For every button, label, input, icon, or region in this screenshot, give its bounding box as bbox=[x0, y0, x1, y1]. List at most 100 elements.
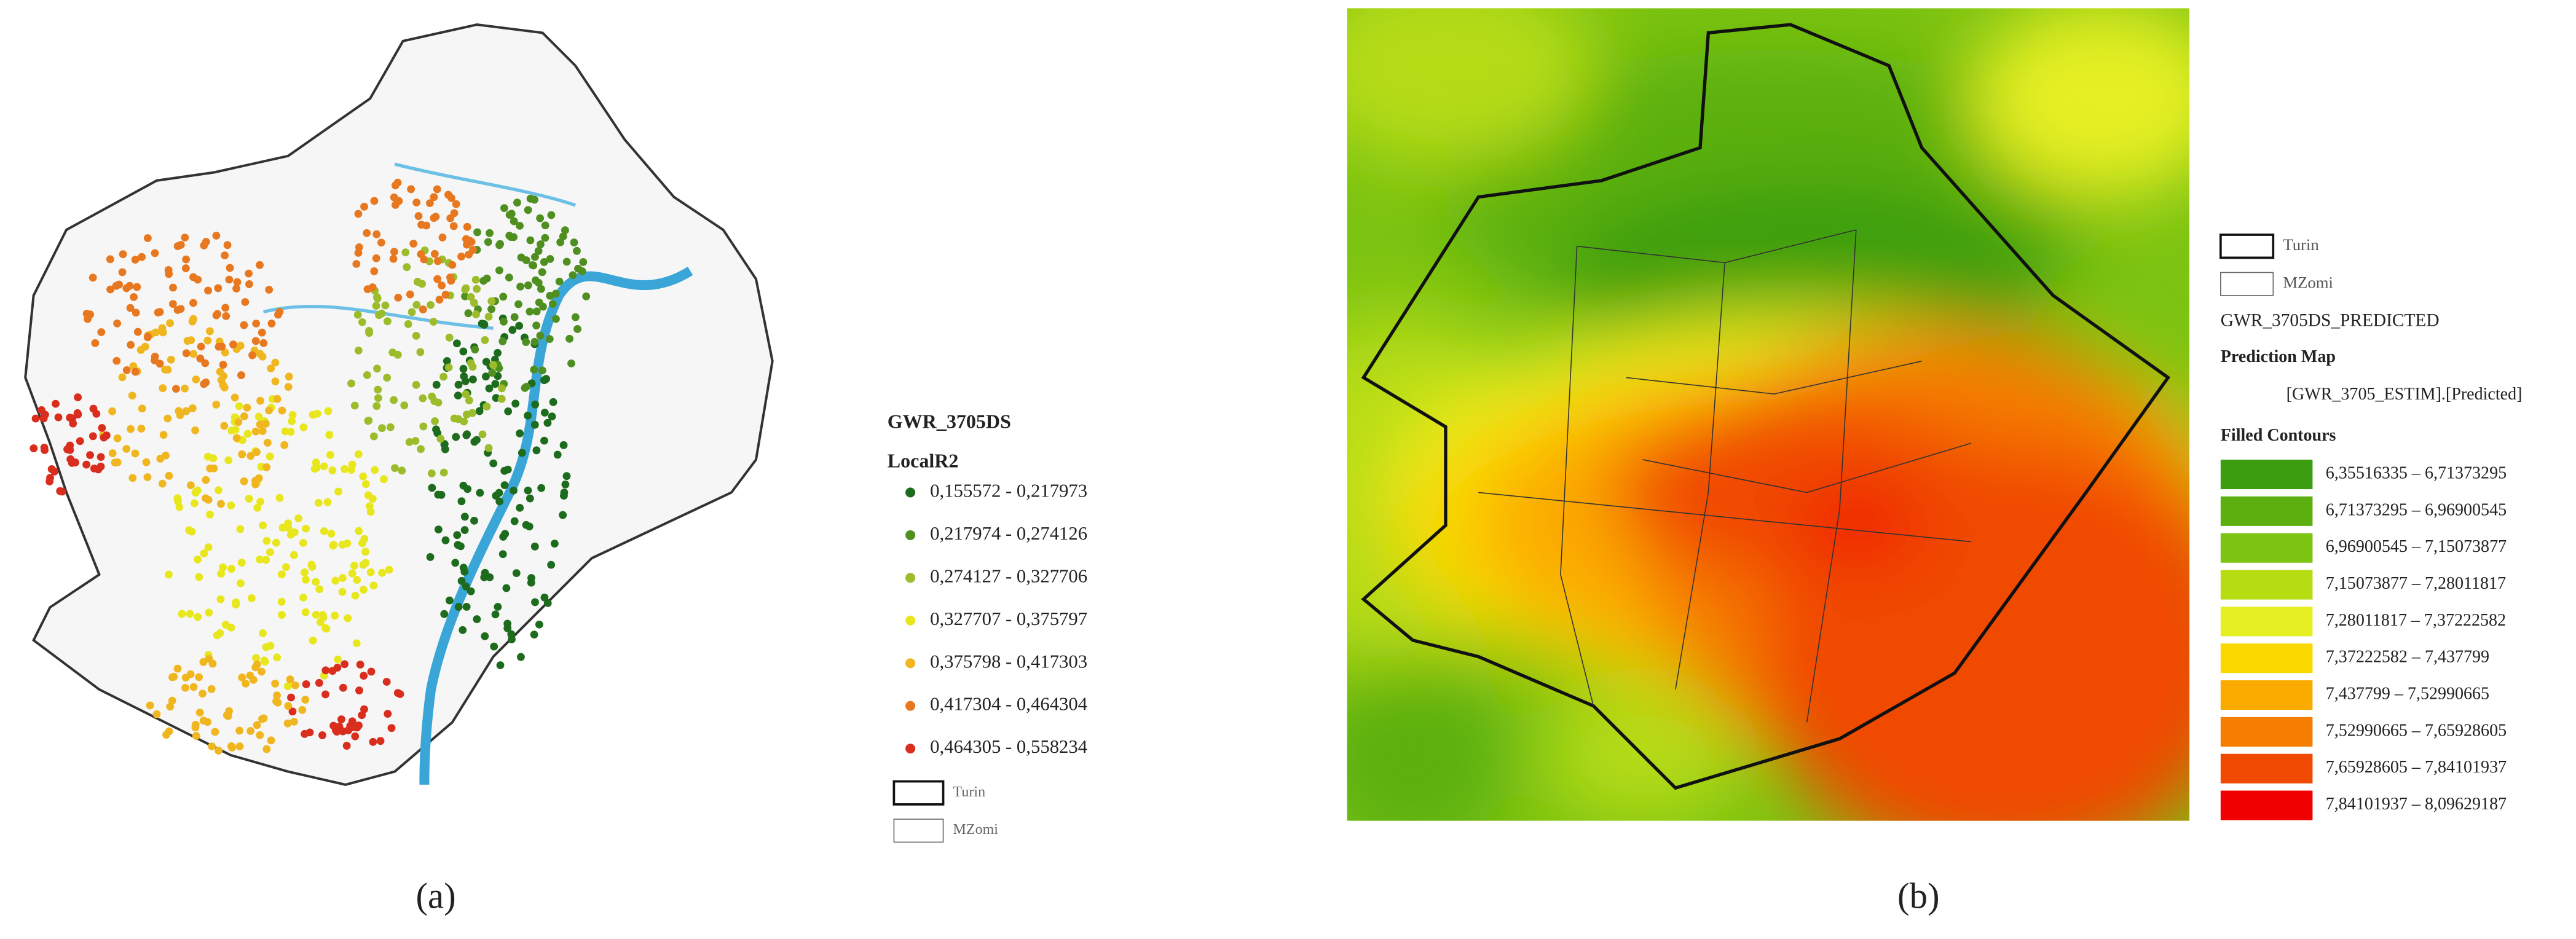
point bbox=[98, 423, 106, 432]
point bbox=[522, 338, 530, 346]
point bbox=[73, 409, 82, 417]
point bbox=[359, 586, 368, 594]
point bbox=[52, 399, 60, 408]
point bbox=[172, 385, 180, 393]
point bbox=[375, 311, 383, 320]
point bbox=[350, 562, 358, 570]
point bbox=[562, 257, 571, 266]
legend-label: 7,37222582 – 7,437799 bbox=[2326, 648, 2489, 667]
point bbox=[536, 214, 545, 222]
point bbox=[256, 420, 264, 428]
point bbox=[251, 480, 260, 489]
point bbox=[30, 444, 38, 452]
point bbox=[427, 469, 436, 477]
point bbox=[457, 253, 465, 261]
point bbox=[112, 356, 121, 365]
point bbox=[202, 378, 210, 387]
point bbox=[388, 348, 397, 356]
point bbox=[508, 326, 517, 334]
point bbox=[419, 394, 427, 403]
point bbox=[224, 456, 233, 465]
point bbox=[440, 610, 449, 618]
point bbox=[452, 200, 460, 208]
point bbox=[200, 241, 208, 249]
point bbox=[271, 377, 280, 386]
point bbox=[470, 516, 478, 525]
point bbox=[284, 383, 293, 391]
point bbox=[221, 304, 230, 312]
point bbox=[240, 477, 248, 485]
point bbox=[366, 508, 375, 516]
point bbox=[370, 197, 379, 205]
legend-label: 6,96900545 – 7,15073877 bbox=[2326, 537, 2507, 556]
point bbox=[331, 611, 339, 620]
point bbox=[280, 441, 289, 449]
point bbox=[445, 596, 454, 605]
point bbox=[373, 364, 381, 373]
point bbox=[498, 337, 507, 345]
point bbox=[412, 380, 420, 389]
legend-label: 0,375798 - 0,417303 bbox=[930, 651, 1087, 672]
point bbox=[530, 542, 539, 551]
legend-title: GWR_3705DS_PREDICTED bbox=[2221, 310, 2440, 330]
point bbox=[127, 425, 135, 433]
point bbox=[258, 328, 266, 337]
point bbox=[238, 674, 246, 682]
point bbox=[391, 464, 399, 473]
point bbox=[562, 472, 571, 481]
point bbox=[142, 458, 151, 466]
point bbox=[473, 285, 481, 293]
point bbox=[515, 321, 524, 330]
point bbox=[438, 281, 446, 289]
point bbox=[193, 486, 202, 495]
point bbox=[480, 573, 489, 581]
point bbox=[347, 466, 355, 474]
point bbox=[507, 630, 516, 638]
point bbox=[178, 610, 186, 618]
point bbox=[495, 489, 503, 497]
point bbox=[267, 364, 275, 373]
point bbox=[516, 282, 524, 291]
point bbox=[256, 498, 264, 506]
legend-swatch bbox=[2220, 680, 2313, 710]
point bbox=[262, 463, 271, 471]
point bbox=[258, 352, 267, 361]
point bbox=[329, 721, 337, 730]
point bbox=[500, 466, 509, 475]
legend-field: LocalR2 bbox=[888, 450, 959, 472]
point bbox=[254, 412, 263, 421]
point bbox=[472, 310, 480, 318]
point bbox=[227, 501, 235, 509]
legend-dot bbox=[905, 573, 916, 583]
point bbox=[220, 422, 229, 430]
point bbox=[400, 401, 409, 410]
point bbox=[225, 275, 234, 284]
point bbox=[165, 270, 173, 278]
point bbox=[194, 613, 202, 621]
point bbox=[158, 324, 167, 332]
point bbox=[211, 728, 219, 736]
point bbox=[221, 348, 229, 357]
point bbox=[478, 430, 487, 439]
point bbox=[207, 685, 216, 693]
point bbox=[553, 450, 562, 459]
point bbox=[496, 661, 505, 669]
point bbox=[441, 291, 450, 299]
point bbox=[385, 565, 393, 574]
point bbox=[167, 355, 175, 364]
point bbox=[191, 426, 200, 434]
point bbox=[499, 533, 508, 541]
point bbox=[137, 425, 146, 433]
point bbox=[567, 359, 575, 367]
point bbox=[152, 328, 160, 337]
point bbox=[498, 384, 506, 393]
point bbox=[237, 579, 245, 587]
point bbox=[412, 301, 421, 309]
point bbox=[461, 292, 469, 301]
point bbox=[510, 313, 519, 321]
point bbox=[256, 396, 264, 405]
point bbox=[283, 682, 292, 691]
point bbox=[337, 715, 345, 723]
point bbox=[441, 445, 449, 454]
point bbox=[206, 510, 214, 519]
